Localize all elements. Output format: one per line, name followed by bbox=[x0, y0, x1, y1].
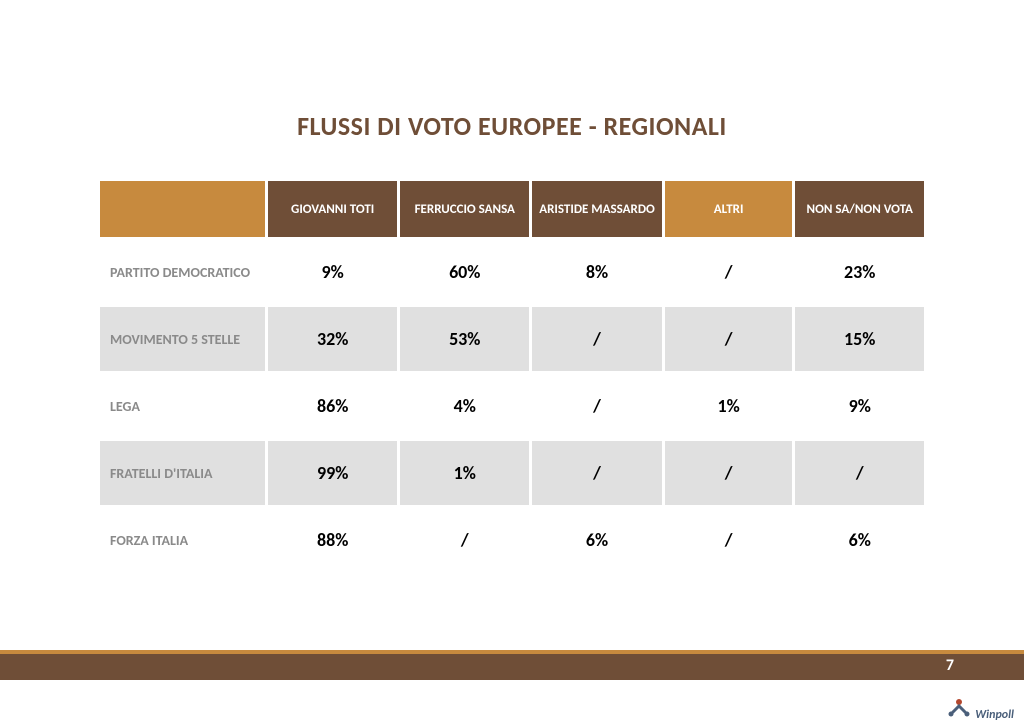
footer: 7 bbox=[0, 650, 1024, 680]
data-cell: / bbox=[665, 441, 793, 505]
table-header: GIOVANNI TOTIFERRUCCIO SANSAARISTIDE MAS… bbox=[100, 181, 924, 237]
slide-title: FLUSSI DI VOTO EUROPEE - REGIONALI bbox=[0, 110, 1024, 142]
row-label: MOVIMENTO 5 STELLE bbox=[100, 307, 265, 371]
data-cell: / bbox=[532, 307, 661, 371]
data-cell: 6% bbox=[532, 508, 661, 572]
data-cell: 9% bbox=[795, 374, 924, 438]
data-cell: 53% bbox=[400, 307, 529, 371]
table-row: MOVIMENTO 5 STELLE32%53%//15% bbox=[100, 307, 924, 371]
header-5: NON SA/NON VOTA bbox=[795, 181, 924, 237]
page-number: 7 bbox=[946, 656, 954, 675]
winpoll-logo-icon bbox=[945, 694, 973, 722]
data-cell: / bbox=[400, 508, 529, 572]
table-row: PARTITO DEMOCRATICO9%60%8%/23% bbox=[100, 240, 924, 304]
row-label: FRATELLI D'ITALIA bbox=[100, 441, 265, 505]
data-cell: 32% bbox=[268, 307, 397, 371]
data-cell: 88% bbox=[268, 508, 397, 572]
vote-flow-table-wrap: GIOVANNI TOTIFERRUCCIO SANSAARISTIDE MAS… bbox=[97, 178, 927, 575]
table-row: LEGA86%4%/1%9% bbox=[100, 374, 924, 438]
slide: FLUSSI DI VOTO EUROPEE - REGIONALI GIOVA… bbox=[0, 0, 1024, 724]
data-cell: 86% bbox=[268, 374, 397, 438]
header-blank bbox=[100, 181, 265, 237]
table-row: FRATELLI D'ITALIA99%1%/// bbox=[100, 441, 924, 505]
data-cell: / bbox=[665, 307, 793, 371]
data-cell: 99% bbox=[268, 441, 397, 505]
data-cell: / bbox=[665, 240, 793, 304]
data-cell: 9% bbox=[268, 240, 397, 304]
header-3: ARISTIDE MASSARDO bbox=[532, 181, 661, 237]
data-cell: 23% bbox=[795, 240, 924, 304]
data-cell: / bbox=[532, 441, 661, 505]
row-label: LEGA bbox=[100, 374, 265, 438]
data-cell: 1% bbox=[665, 374, 793, 438]
data-cell: 15% bbox=[795, 307, 924, 371]
data-cell: / bbox=[532, 374, 661, 438]
vote-flow-table: GIOVANNI TOTIFERRUCCIO SANSAARISTIDE MAS… bbox=[97, 178, 927, 575]
data-cell: 1% bbox=[400, 441, 529, 505]
table-row: FORZA ITALIA88%/6%/6% bbox=[100, 508, 924, 572]
header-1: GIOVANNI TOTI bbox=[268, 181, 397, 237]
data-cell: 8% bbox=[532, 240, 661, 304]
data-cell: / bbox=[795, 441, 924, 505]
data-cell: 6% bbox=[795, 508, 924, 572]
data-cell: / bbox=[665, 508, 793, 572]
data-cell: 4% bbox=[400, 374, 529, 438]
row-label: FORZA ITALIA bbox=[100, 508, 265, 572]
footer-main-bar: 7 bbox=[0, 654, 1024, 680]
data-cell: 60% bbox=[400, 240, 529, 304]
winpoll-logo: Winpoll bbox=[945, 690, 1014, 722]
header-4: ALTRI bbox=[665, 181, 793, 237]
table-body: PARTITO DEMOCRATICO9%60%8%/23%MOVIMENTO … bbox=[100, 240, 924, 572]
winpoll-logo-text: Winpoll bbox=[975, 708, 1014, 722]
row-label: PARTITO DEMOCRATICO bbox=[100, 240, 265, 304]
header-2: FERRUCCIO SANSA bbox=[400, 181, 529, 237]
